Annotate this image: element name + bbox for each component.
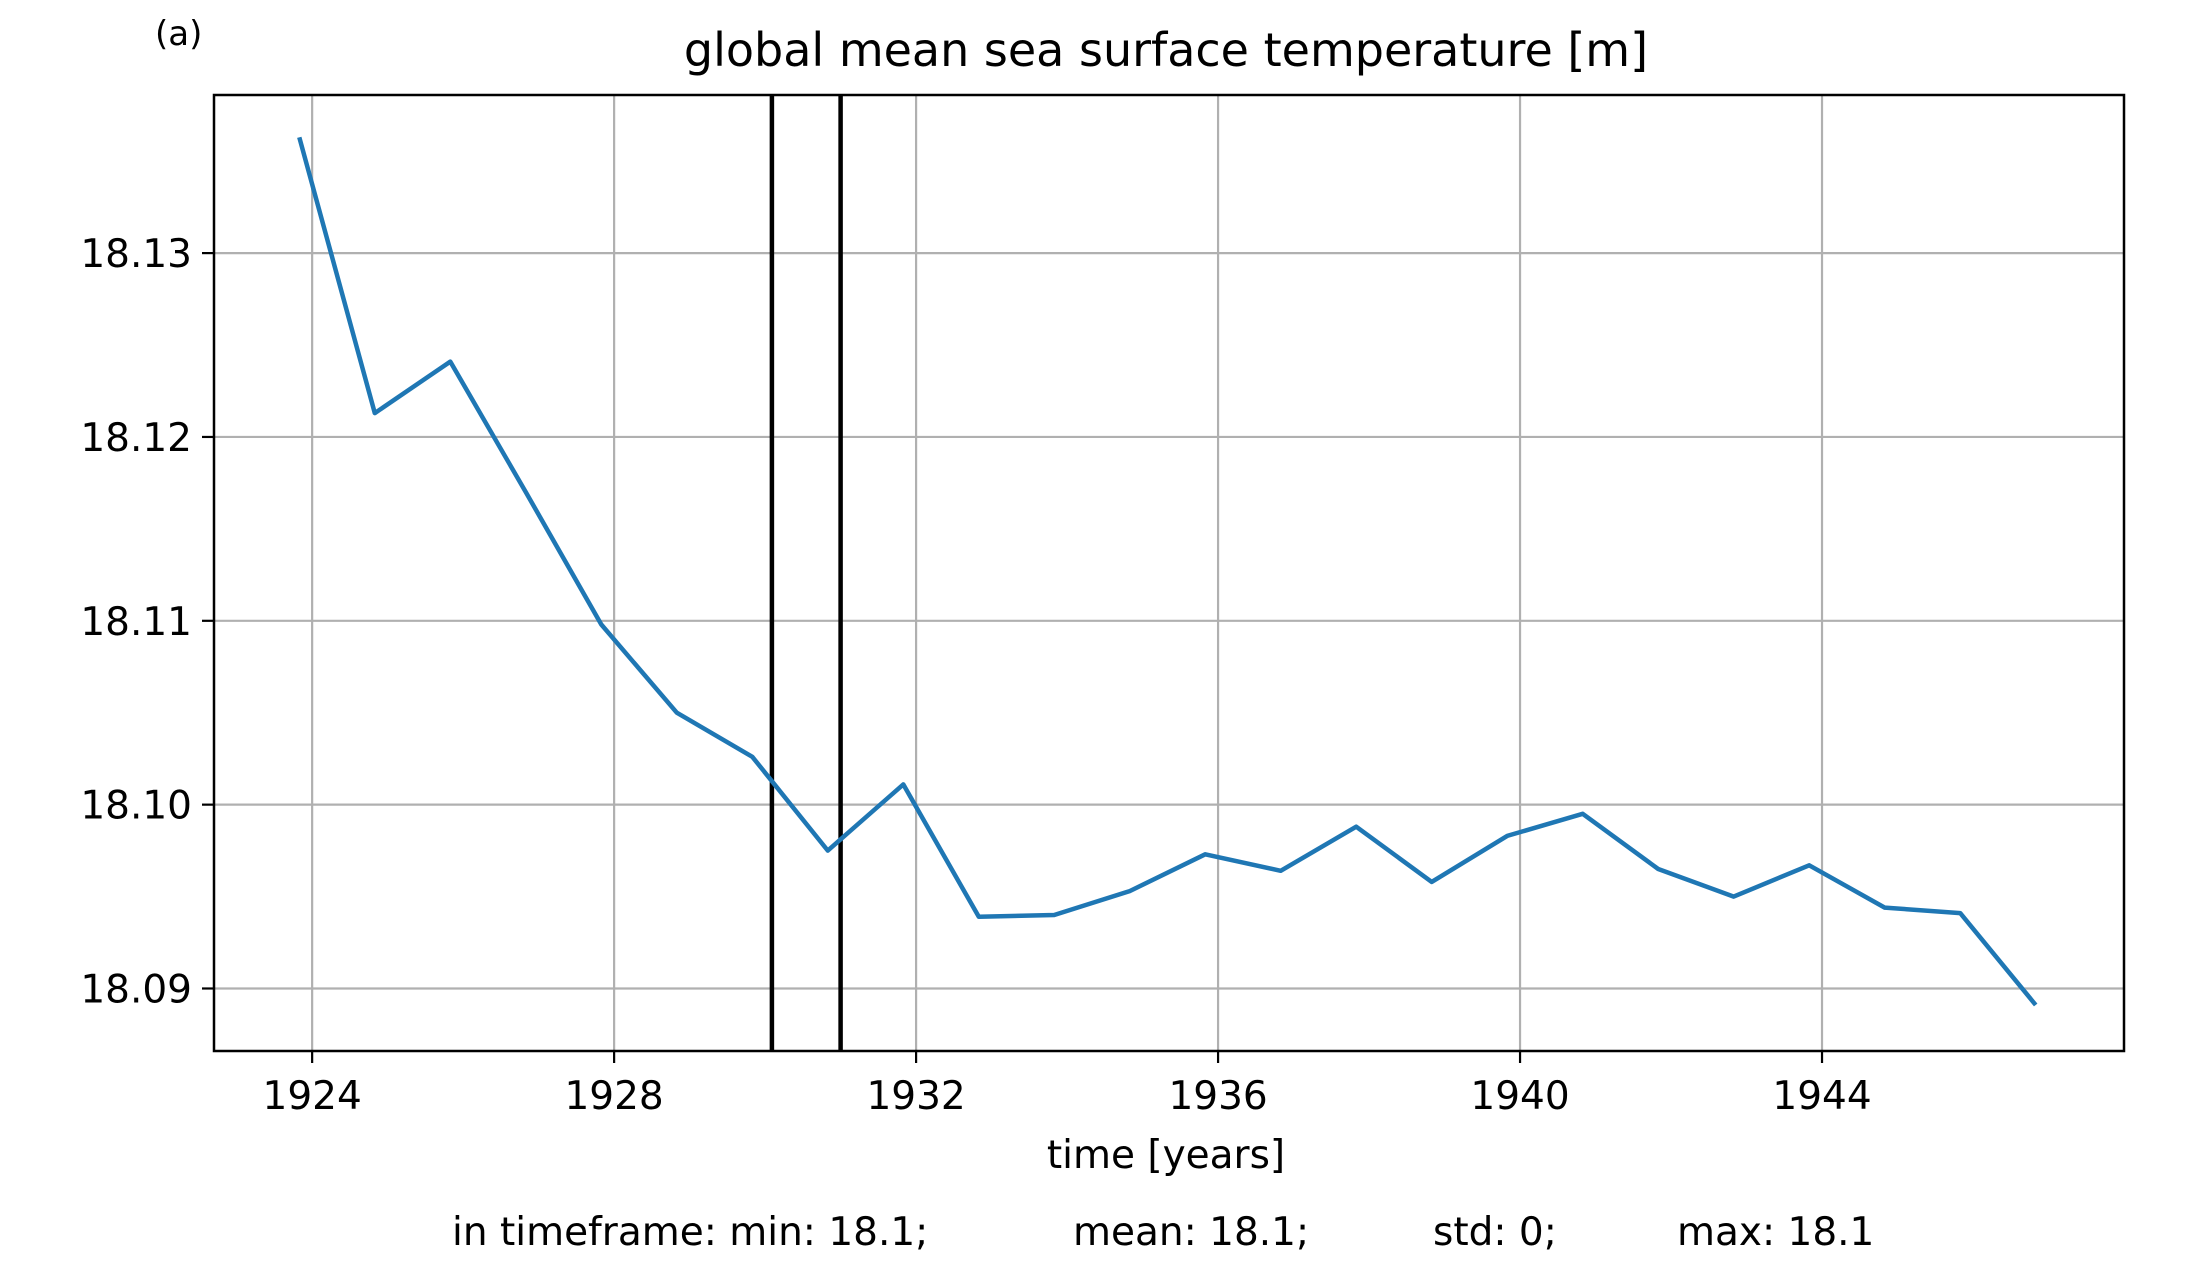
- x-tick-label: 1936: [1168, 1074, 1267, 1119]
- series-line: [297, 136, 2038, 1007]
- x-ticks: 1924 1928 1932 1936 1940 1944: [263, 1051, 1872, 1119]
- x-tick-label: 1932: [866, 1074, 965, 1119]
- chart-title: global mean sea surface temperature [m]: [684, 23, 1648, 77]
- stat-std: std: 0;: [1433, 1210, 1557, 1255]
- y-ticks: 18.09 18.10 18.11 18.12 18.13: [80, 232, 214, 1012]
- y-tick-label: 18.12: [80, 416, 192, 461]
- stat-mean: mean: 18.1;: [1073, 1210, 1310, 1255]
- plot-frame: [212, 93, 2126, 1053]
- x-tick-label: 1924: [263, 1074, 362, 1119]
- y-tick-label: 18.10: [80, 784, 192, 829]
- x-axis-label: time [years]: [1047, 1133, 1285, 1178]
- x-tick-label: 1928: [564, 1074, 663, 1119]
- x-tick-label: 1944: [1772, 1074, 1871, 1119]
- y-tick-label: 18.11: [80, 600, 192, 645]
- grid: [214, 95, 2124, 1051]
- vertical-markers: [769, 95, 843, 1051]
- y-tick-label: 18.09: [80, 967, 192, 1012]
- stat-min: in timeframe: min: 18.1;: [452, 1210, 929, 1255]
- stat-max: max: 18.1: [1677, 1210, 1875, 1255]
- x-tick-label: 1940: [1470, 1074, 1569, 1119]
- series-group: [297, 136, 2038, 1007]
- panel-label: (a): [155, 14, 203, 54]
- y-tick-label: 18.13: [80, 232, 192, 277]
